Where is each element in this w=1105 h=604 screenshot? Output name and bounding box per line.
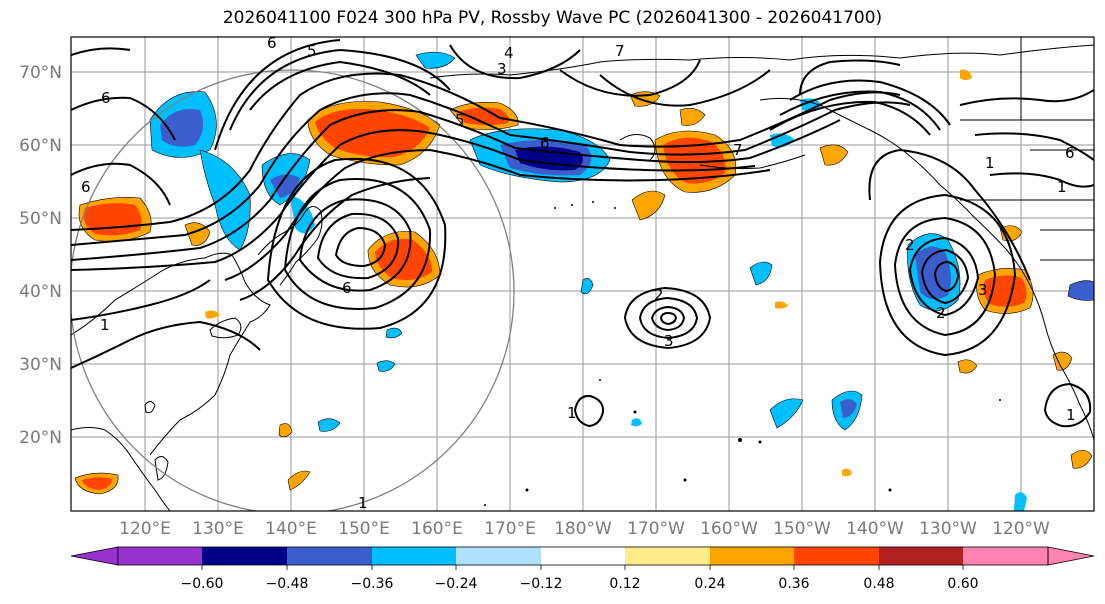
lon-label: 170°E [484, 519, 536, 539]
lat-label: 50°N [19, 209, 62, 229]
lon-label: 120°E [119, 519, 171, 539]
contour-label: 1 [100, 316, 110, 334]
colorbar-segment [794, 547, 879, 565]
contour-label: 1 [1057, 178, 1067, 196]
contour-label: 6 [101, 89, 111, 107]
colorbar-extend-left [70, 546, 119, 566]
contour-label: 2 [936, 304, 946, 322]
islands [484, 201, 1001, 506]
colorbar-tick-label: 0.24 [694, 576, 725, 592]
colorbar-segment [625, 547, 710, 565]
colorbar-tick-label: −0.48 [266, 576, 309, 592]
contour-label: 7 [733, 141, 743, 159]
colorbar-outline [117, 546, 1049, 566]
contour-label: 2 [905, 236, 915, 254]
lon-label: 140°W [846, 519, 904, 539]
contour-label: 1 [358, 494, 368, 512]
lon-label: 150°W [773, 519, 831, 539]
lon-label: 160°W [700, 519, 758, 539]
lon-label: 150°E [338, 519, 390, 539]
colorbar-segment [202, 547, 287, 565]
map-frame [70, 36, 1095, 512]
contour-label: 6 [81, 178, 91, 196]
contour-label: 5 [307, 42, 317, 60]
colorbar-segment [287, 547, 372, 565]
contour-label: 1 [985, 154, 995, 172]
lon-label: 180°W [554, 519, 612, 539]
contour-label: 6 [540, 134, 550, 152]
contour-label: 1 [1066, 406, 1076, 424]
colorbar-segment [118, 547, 202, 565]
lon-label: 130°W [919, 519, 977, 539]
contour-label: 6 [267, 34, 277, 52]
contour-label: 1 [567, 404, 577, 422]
search-radius-circle [71, 69, 515, 511]
contour-label: 3 [497, 60, 507, 78]
contour-label: 6 [342, 279, 352, 297]
lat-label: 40°N [19, 282, 62, 302]
colorbar-segment [963, 547, 1048, 565]
colorbar-extend-right [1047, 546, 1095, 566]
colorbar-tick-label: −0.60 [181, 576, 224, 592]
contour-label: 7 [615, 42, 625, 60]
lat-label: 20°N [19, 428, 62, 448]
colorbar-ticks [201, 565, 964, 570]
colorbar-tick-label: 0.12 [609, 576, 640, 592]
colorbar-tick-label: 0.60 [947, 576, 978, 592]
contour-label: 4 [504, 44, 514, 62]
latitude-labels: 70°N 60°N 50°N 40°N 30°N 20°N [19, 63, 62, 448]
contour-label: 6 [1065, 144, 1075, 162]
colorbar-tick-label: −0.36 [351, 576, 394, 592]
colorbar-tick-label: 0.36 [778, 576, 809, 592]
pv-contours [71, 39, 1094, 428]
longitude-labels: 120°E 130°E 140°E 150°E 160°E 170°E 180°… [119, 519, 1050, 539]
lon-label: 140°E [265, 519, 317, 539]
lon-label: 160°E [411, 519, 463, 539]
colorbar: −0.60 −0.48 −0.36 −0.24 −0.12 0.12 0.24 … [70, 546, 1095, 592]
contour-label: 3 [664, 332, 674, 350]
coastlines [71, 37, 1094, 511]
contour-label: 3 [978, 281, 988, 299]
colorbar-segment [456, 547, 541, 565]
colorbar-tick-label: −0.12 [520, 576, 563, 592]
lon-label: 120°W [992, 519, 1050, 539]
colorbar-tick-label: −0.24 [435, 576, 478, 592]
lon-label: 130°E [192, 519, 244, 539]
contour-label: 5 [455, 111, 465, 129]
colorbar-segment [372, 547, 456, 565]
colorbar-tick-label: 0.48 [863, 576, 894, 592]
lat-label: 60°N [19, 136, 62, 156]
colorbar-segment [710, 547, 794, 565]
map-title: 2026041100 F024 300 hPa PV, Rossby Wave … [222, 8, 883, 28]
contour-label: 2 [654, 286, 664, 304]
lon-label: 170°W [627, 519, 685, 539]
colorbar-segment [541, 547, 625, 565]
lat-label: 30°N [19, 355, 62, 375]
colorbar-segment [879, 547, 963, 565]
contour-labels: 6 5 4 3 7 6 5 6 7 6 1 6 1 6 2 1 2 3 1 2 … [81, 34, 1076, 512]
lat-label: 70°N [19, 63, 62, 83]
